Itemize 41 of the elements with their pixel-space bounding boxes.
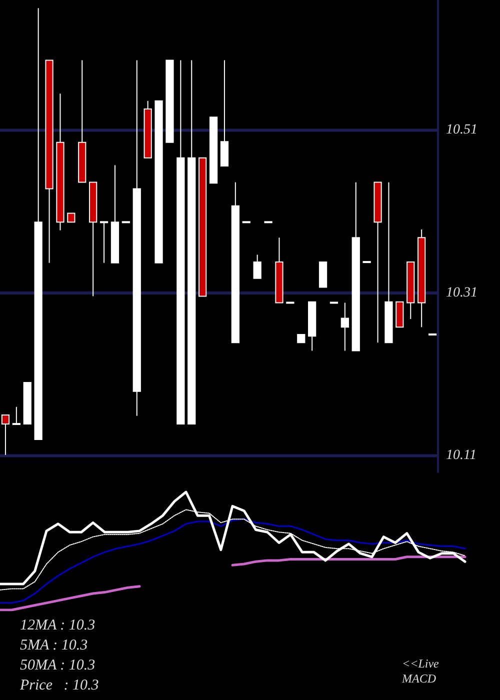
candlestick (67, 212, 76, 223)
candlestick (176, 60, 185, 424)
candlestick (340, 302, 349, 352)
candlestick (110, 164, 120, 264)
candlestick (100, 221, 108, 264)
text: 50MA : 10.3 (20, 658, 96, 674)
text: Price : 10.3 (19, 678, 99, 694)
y-tick-label: 10.11 (446, 448, 476, 464)
candlestick (56, 93, 64, 231)
candlestick (1, 414, 10, 456)
candlestick (374, 182, 382, 344)
candlestick (352, 182, 360, 352)
candlestick (154, 100, 163, 264)
candlestick (297, 334, 306, 344)
candlestick (318, 262, 328, 288)
y-tick-label: 10.51 (446, 122, 478, 138)
text: 5MA : 10.3 (20, 638, 88, 654)
candlestick (220, 60, 229, 167)
candlestick (132, 60, 141, 416)
candlestick (275, 237, 284, 304)
candlestick (396, 301, 404, 328)
candlestick (45, 60, 54, 264)
text: <<Live MACD (401, 656, 440, 686)
candlestick (253, 254, 262, 279)
candlestick (166, 60, 174, 143)
text: 12MA : 10.3 (20, 618, 96, 634)
candlestick (308, 301, 316, 352)
candlestick (209, 116, 218, 184)
candlestick (34, 8, 42, 440)
candlestick (188, 60, 196, 424)
candlestick (406, 262, 415, 320)
candlestick (231, 182, 240, 344)
candlestick (78, 60, 86, 183)
candlestick (89, 182, 98, 297)
candlestick (12, 406, 20, 425)
y-tick-label: 10.31 (446, 285, 478, 300)
candlestick (198, 157, 207, 297)
candlestick (23, 382, 32, 424)
candlestick (144, 100, 152, 158)
candlestick (418, 228, 426, 328)
candlestick (384, 182, 393, 344)
